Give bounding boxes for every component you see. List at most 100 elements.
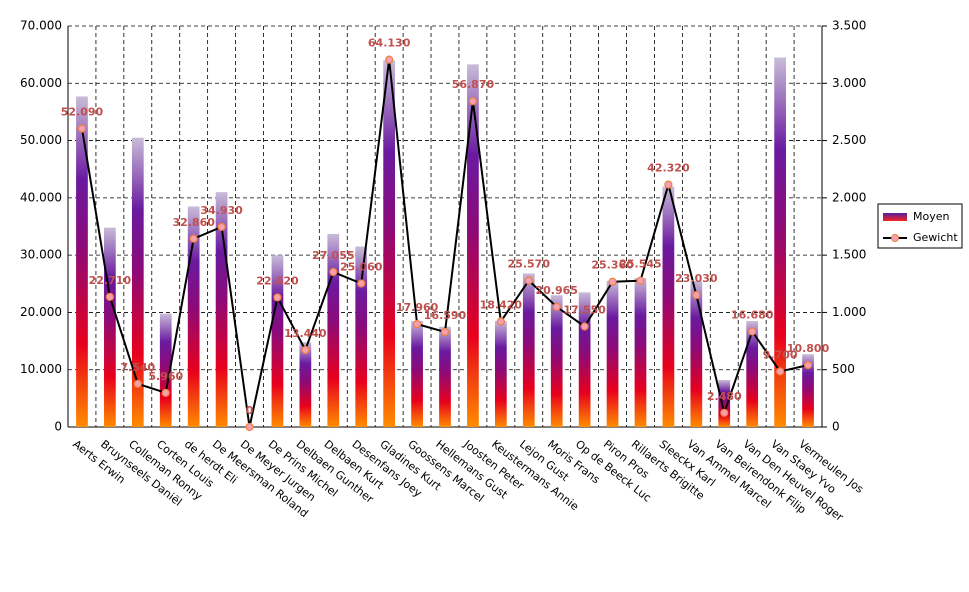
line-point — [524, 276, 533, 285]
y-tick-label: 10.000 — [20, 362, 62, 376]
line-point — [329, 267, 338, 277]
y2-tick-label: 1.000 — [832, 305, 866, 319]
data-label: 16.680 — [731, 308, 774, 321]
data-label: 7.540 — [120, 361, 155, 374]
bar — [187, 206, 200, 427]
data-label: 52.090 — [61, 106, 104, 119]
bar — [383, 60, 396, 427]
line-point — [664, 180, 673, 189]
data-label: 64.130 — [368, 37, 411, 50]
y2-tick-label: 500 — [832, 362, 855, 376]
line-point — [273, 293, 282, 302]
data-label: 5.960 — [148, 370, 183, 383]
data-label: 0 — [246, 404, 254, 417]
bar — [327, 233, 340, 427]
line-point — [552, 302, 561, 312]
bar — [606, 280, 619, 427]
y2-tick-label: 0 — [832, 420, 840, 434]
line-point — [580, 322, 589, 331]
bar — [746, 321, 759, 427]
line-point — [803, 361, 813, 370]
data-label: 25.360 — [591, 259, 634, 272]
legend-swatch — [883, 213, 907, 221]
data-label: 25.060 — [340, 260, 383, 273]
line-point — [133, 379, 142, 388]
bar — [355, 246, 368, 427]
line-point — [357, 279, 366, 288]
data-label: 34.930 — [200, 204, 243, 217]
y-tick-label: 60.000 — [20, 76, 62, 90]
line-point — [748, 327, 757, 336]
y-tick-label: 30.000 — [20, 248, 62, 262]
data-label: 10.800 — [787, 342, 830, 355]
bar — [690, 280, 703, 427]
data-label: 18.420 — [480, 298, 523, 311]
bar — [131, 137, 144, 427]
line-point — [720, 408, 729, 417]
line-point — [385, 55, 394, 64]
bar — [494, 321, 507, 427]
line-point — [301, 345, 310, 355]
line-point — [636, 276, 645, 285]
legend-marker — [891, 234, 899, 242]
data-label: 27.055 — [312, 249, 354, 262]
bar — [411, 321, 423, 427]
line-point — [77, 124, 87, 133]
bar — [467, 64, 479, 427]
line-point — [161, 388, 170, 397]
y-tick-label: 70.000 — [20, 19, 62, 33]
line-point — [412, 320, 422, 329]
y2-tick-label: 2.000 — [832, 190, 866, 204]
bar — [578, 292, 591, 427]
data-label: 2.480 — [707, 390, 742, 403]
bar — [522, 273, 535, 427]
y2-tick-label: 2.500 — [832, 133, 866, 147]
legend-label: Moyen — [913, 210, 949, 223]
y-tick-label: 40.000 — [20, 190, 62, 204]
bar — [802, 354, 814, 427]
data-label: 42.320 — [647, 162, 690, 175]
bar — [439, 326, 451, 427]
bar — [718, 380, 731, 427]
y-tick-label: 50.000 — [20, 133, 62, 147]
legend-label: Gewicht — [913, 231, 958, 244]
line-point — [440, 327, 450, 337]
y-tick-label: 20.000 — [20, 305, 62, 319]
bar — [215, 192, 228, 427]
bar — [159, 313, 172, 427]
data-label: 16.590 — [424, 309, 467, 322]
bar — [634, 278, 647, 427]
y2-tick-label: 1.500 — [832, 248, 866, 262]
data-label: 32.860 — [172, 216, 215, 229]
bar — [299, 342, 312, 427]
data-label: 25.545 — [619, 258, 661, 271]
data-label: 22.710 — [89, 274, 132, 287]
bar — [550, 295, 563, 427]
y-tick-label: 0 — [54, 420, 62, 434]
data-label: 17.960 — [396, 301, 439, 314]
line-point — [189, 234, 198, 243]
data-label: 22.620 — [256, 274, 299, 287]
y2-tick-label: 3.500 — [832, 19, 866, 33]
y2-tick-label: 3.000 — [832, 76, 866, 90]
line-point — [496, 317, 505, 326]
legend-box — [877, 203, 963, 249]
line-point — [608, 277, 617, 286]
bar — [76, 96, 88, 427]
line-point — [468, 97, 478, 106]
data-label: 20.965 — [535, 284, 577, 297]
line-point — [776, 367, 785, 376]
bar — [271, 255, 284, 427]
line-point — [245, 422, 254, 432]
data-label: 25.570 — [508, 258, 551, 271]
data-label: 56.870 — [452, 78, 495, 91]
data-label: 17.550 — [563, 303, 606, 316]
data-label: 13.440 — [284, 327, 327, 340]
line-point — [217, 222, 226, 232]
line-point — [105, 292, 114, 302]
data-label: 9.700 — [763, 348, 798, 361]
bar — [774, 57, 786, 427]
bar — [662, 186, 675, 427]
bar — [104, 227, 116, 427]
